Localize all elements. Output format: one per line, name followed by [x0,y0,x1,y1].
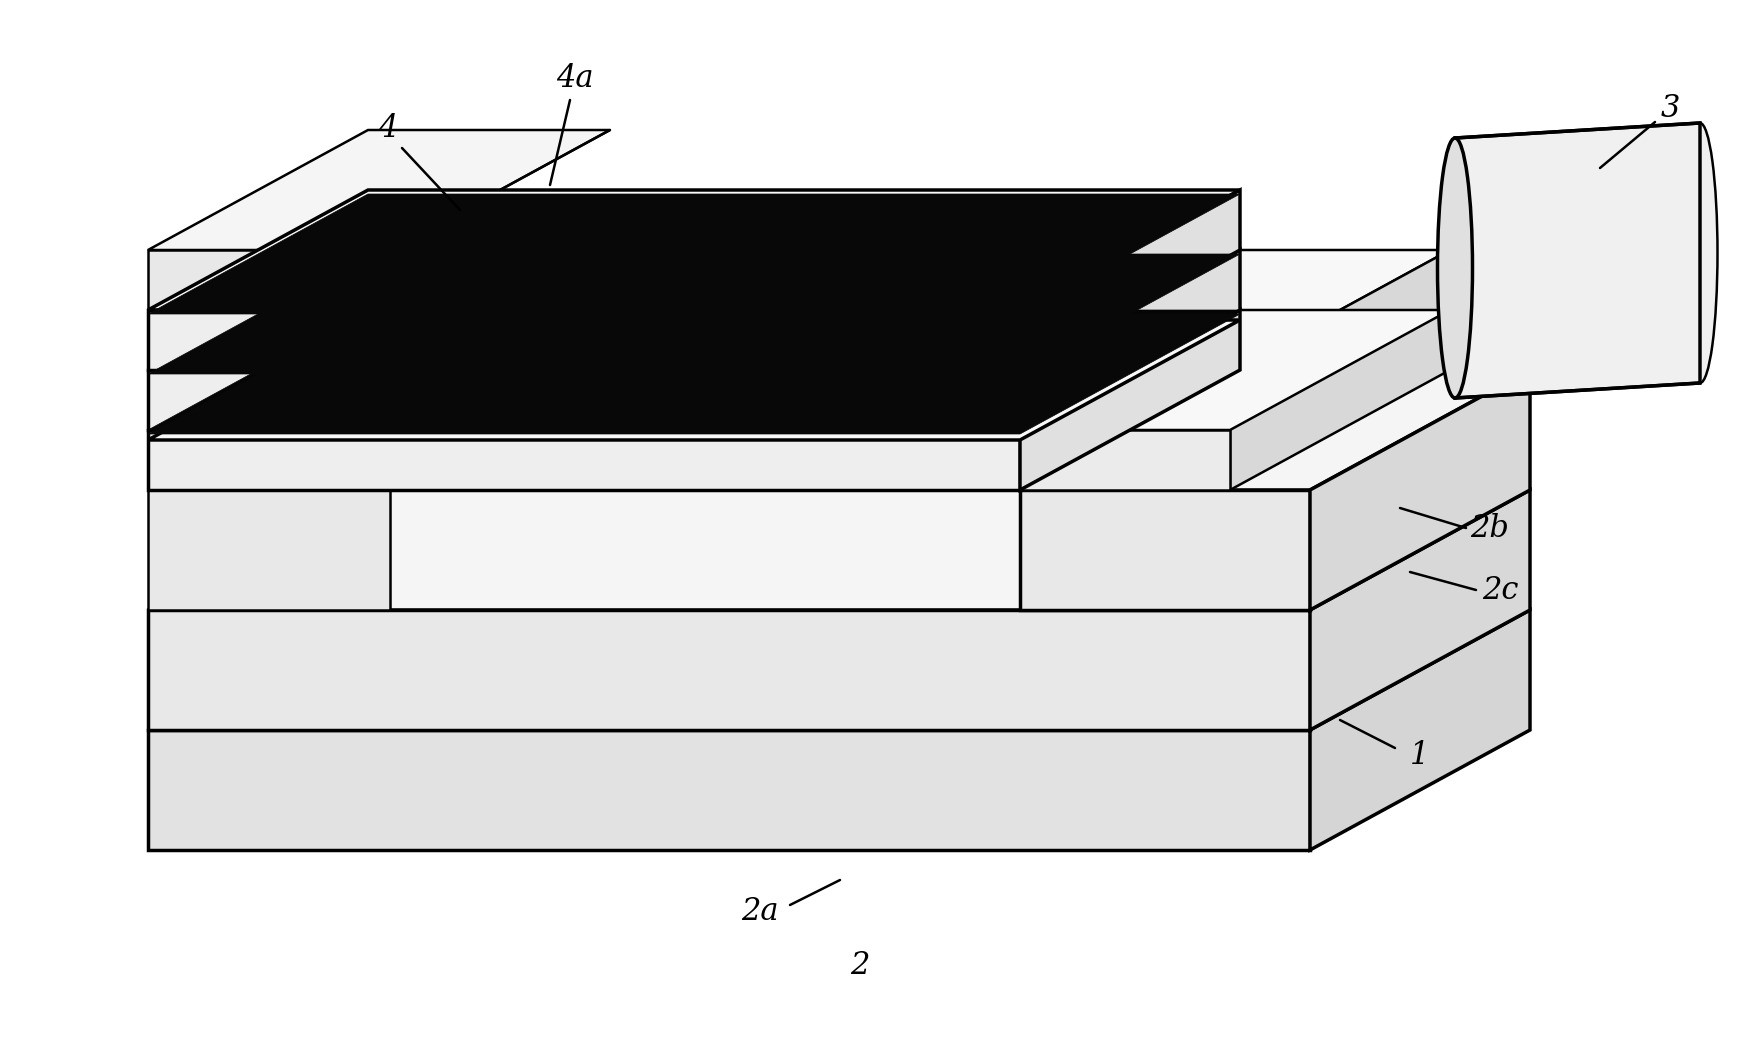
Polygon shape [1021,370,1530,491]
Polygon shape [1021,310,1450,430]
Text: 2a: 2a [741,897,778,927]
Text: 1: 1 [1411,739,1430,770]
Polygon shape [1311,610,1530,850]
Text: 3: 3 [1660,92,1680,123]
Polygon shape [148,491,1530,610]
Polygon shape [148,310,1240,430]
Polygon shape [148,430,1021,491]
Text: 2b: 2b [1471,512,1509,543]
Polygon shape [148,310,1021,370]
Polygon shape [1230,250,1450,491]
Polygon shape [1021,310,1240,491]
Text: 4: 4 [378,112,397,143]
Polygon shape [148,254,1240,374]
Polygon shape [148,730,1311,850]
Polygon shape [1021,190,1240,370]
Text: 2: 2 [850,950,870,981]
Ellipse shape [1437,138,1472,398]
Polygon shape [1021,370,1230,491]
Polygon shape [1455,123,1701,398]
Polygon shape [148,310,1240,430]
Polygon shape [148,320,1240,440]
Polygon shape [1021,250,1240,430]
Polygon shape [148,610,1311,730]
Polygon shape [1021,250,1450,370]
Text: 2c: 2c [1481,574,1518,606]
Polygon shape [1021,430,1230,491]
Polygon shape [148,130,610,250]
Polygon shape [148,370,1021,430]
Polygon shape [148,370,390,491]
Polygon shape [148,250,1240,370]
Polygon shape [148,314,1240,435]
Polygon shape [148,194,1240,314]
Polygon shape [1311,370,1530,610]
Polygon shape [148,370,610,491]
Polygon shape [1311,491,1530,730]
Polygon shape [148,250,390,370]
Polygon shape [1021,491,1311,610]
Text: 4a: 4a [557,62,594,93]
Polygon shape [148,250,610,370]
Polygon shape [148,190,1240,310]
Ellipse shape [1683,123,1718,383]
Polygon shape [148,610,1530,730]
Polygon shape [148,491,390,610]
